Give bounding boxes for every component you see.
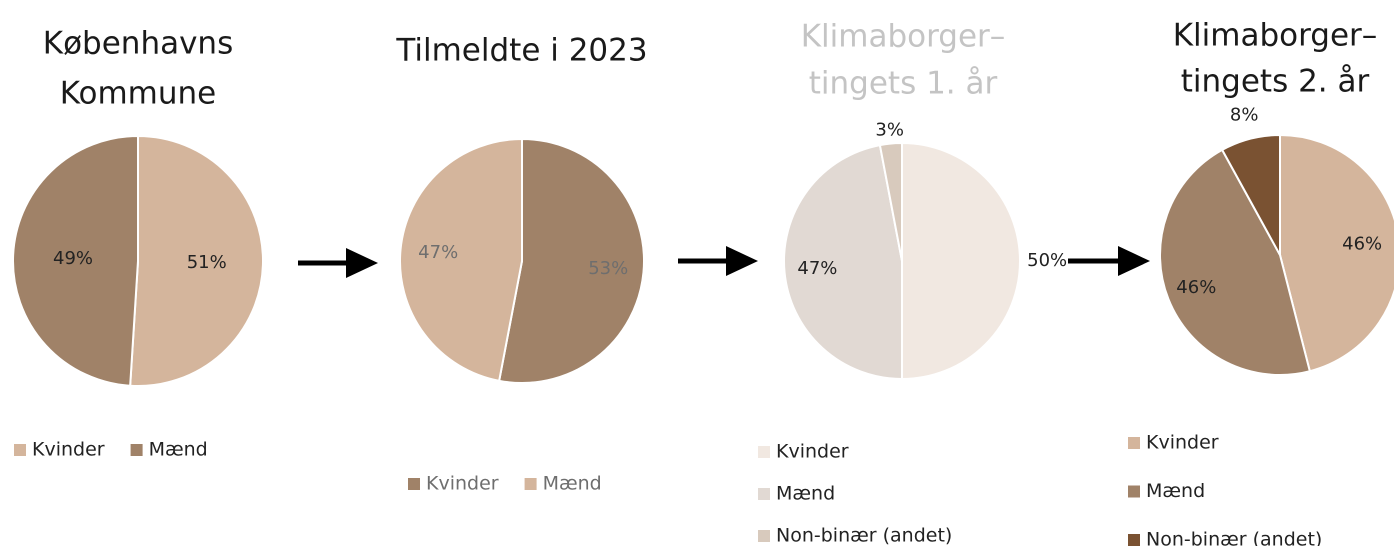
legend-label: Non-binær (andet) [776, 525, 952, 546]
legend-label: Non-binær (andet) [1146, 529, 1322, 546]
pie-slice [1220, 133, 1281, 256]
legend-label: Kvinder [1146, 432, 1219, 454]
pie-slice [497, 137, 645, 384]
legend-swatch [1128, 485, 1140, 498]
data-label: 50% [1027, 250, 1067, 271]
legend-label: Mænd [1146, 480, 1205, 502]
pie-slice [783, 143, 903, 381]
pie-slice [878, 141, 903, 262]
pie-slice [12, 134, 139, 387]
arrow [298, 248, 378, 278]
data-label: 53% [588, 258, 628, 279]
legend-swatch [758, 446, 770, 458]
chart-title: tingets 1. år [809, 66, 998, 102]
chart-title: Klimaborger– [1173, 18, 1378, 54]
pie-slice [399, 137, 523, 383]
data-label: 49% [53, 248, 93, 269]
chart-title: Københavns [43, 26, 233, 62]
legend-label: Kvinder [776, 441, 849, 463]
data-label: 46% [1342, 234, 1382, 255]
pie-slice [1279, 133, 1394, 373]
chart-title: tingets 2. år [1181, 64, 1370, 100]
data-label: 47% [797, 258, 837, 279]
legend-swatch [130, 444, 143, 456]
arrow [678, 246, 758, 276]
chart-title: Tilmeldte i 2023 [395, 33, 647, 69]
legend-swatch [1128, 534, 1140, 546]
legend-swatch [758, 488, 770, 500]
legend-swatch [524, 478, 537, 490]
legend-label: Mænd [149, 439, 208, 461]
pie-slice [1159, 148, 1312, 376]
chart-title: Kommune [60, 76, 217, 112]
pie-slice [129, 134, 265, 387]
legend-swatch [1128, 437, 1140, 449]
legend-swatch [14, 444, 26, 456]
data-label: 8% [1230, 105, 1259, 126]
legend-swatch [408, 478, 420, 490]
legend-label: Kvinder [32, 439, 105, 461]
arrow [1068, 246, 1150, 276]
data-label: 3% [875, 120, 904, 141]
data-label: 46% [1176, 277, 1216, 298]
data-label: 51% [187, 252, 227, 273]
legend-label: Kvinder [426, 473, 499, 495]
legend-label: Mænd [776, 483, 835, 505]
legend-swatch [758, 530, 770, 542]
data-label: 47% [418, 242, 458, 263]
chart-title: Klimaborger– [801, 19, 1006, 55]
pie-slice [901, 141, 1021, 381]
legend-label: Mænd [543, 473, 602, 495]
